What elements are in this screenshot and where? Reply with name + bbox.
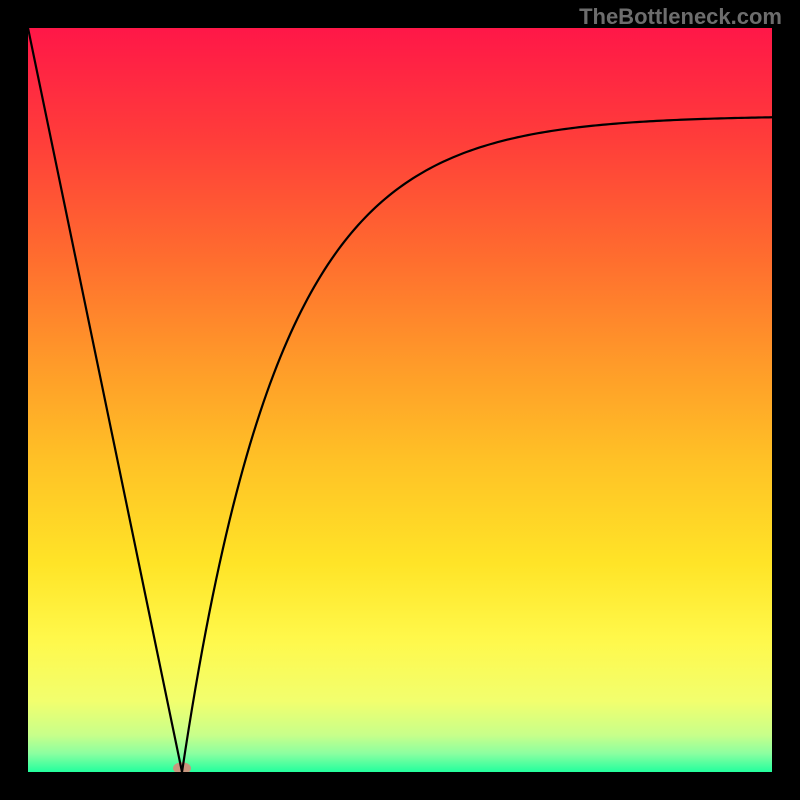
frame-bottom	[0, 772, 800, 800]
watermark-text: TheBottleneck.com	[579, 4, 782, 30]
gradient-background	[28, 28, 772, 772]
frame-right	[772, 0, 800, 800]
plot-area	[28, 28, 772, 772]
plot-svg	[28, 28, 772, 772]
frame-left	[0, 0, 28, 800]
